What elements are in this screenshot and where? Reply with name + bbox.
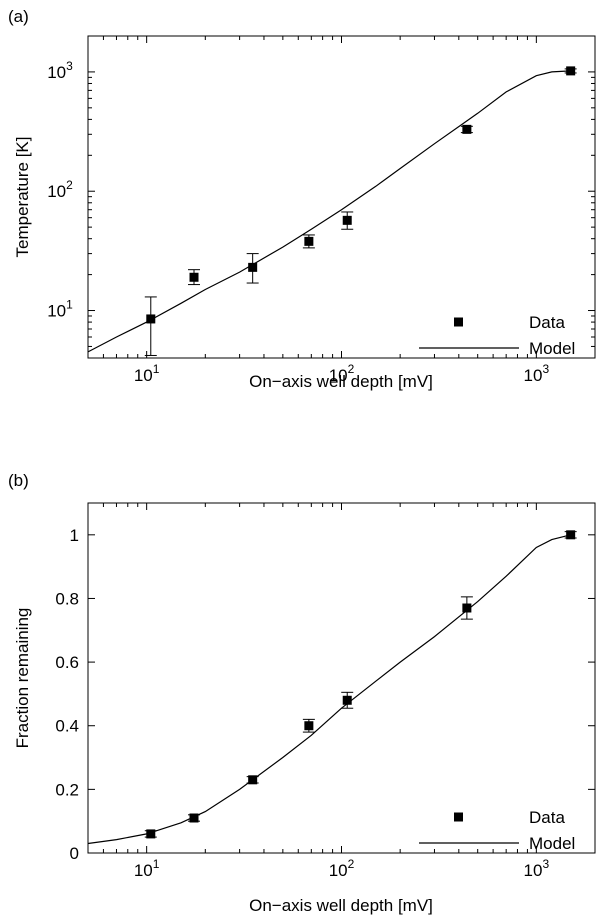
legend-model-label: Model (529, 339, 575, 358)
data-point (462, 603, 472, 613)
x-tick-label: 101 (134, 362, 160, 385)
y-tick-label: 0.4 (55, 717, 79, 736)
y-tick-label: 101 (47, 298, 73, 321)
data-point (189, 272, 199, 282)
model-curve (87, 70, 571, 353)
data-points (144, 530, 577, 839)
plot-frame (87, 502, 596, 854)
data-point (304, 721, 314, 731)
data-point (248, 262, 258, 272)
x-axis-label: On−axis well depth [mV] (249, 896, 433, 915)
ticks: 101 102 103 101 102 103 (47, 35, 596, 385)
data-point (566, 66, 576, 76)
plot-frame (87, 35, 596, 359)
y-tick-label: 0 (70, 844, 79, 863)
ticks: 101 102 103 0 0.2 0.4 0.6 0.8 1 (55, 503, 596, 880)
y-axis-label: Temperature [K] (13, 137, 32, 258)
legend-data-label: Data (529, 313, 565, 332)
data-point (146, 829, 156, 839)
data-point (146, 314, 156, 324)
legend: Data Model (419, 808, 575, 853)
data-point (248, 775, 258, 785)
legend: Data Model (419, 313, 575, 358)
data-point (189, 813, 199, 823)
y-tick-label: 0.6 (55, 653, 79, 672)
model-curve (87, 534, 571, 845)
legend-model-label: Model (529, 834, 575, 853)
y-tick-label: 0.8 (55, 589, 79, 608)
y-tick-label: 1 (70, 526, 79, 545)
legend-data-marker (454, 317, 463, 327)
x-tick-label: 102 (329, 857, 355, 880)
x-tick-label: 103 (524, 362, 550, 385)
x-tick-label: 102 (329, 362, 355, 385)
x-tick-label: 103 (524, 857, 550, 880)
data-point (342, 695, 352, 705)
data-point (566, 530, 576, 540)
panel-a: (a) 101 102 103 101 102 103 Data Model On−axis… (8, 7, 596, 391)
data-point (342, 215, 352, 225)
legend-data-label: Data (529, 808, 565, 827)
model-line (87, 534, 571, 845)
x-tick-label: 101 (134, 857, 160, 880)
panel-label: (b) (8, 471, 29, 490)
legend-data-marker (454, 812, 463, 822)
data-point (462, 124, 472, 134)
x-axis-label: On−axis well depth [mV] (249, 372, 433, 391)
y-tick-label: 102 (47, 178, 73, 201)
y-axis-label: Fraction remaining (13, 608, 32, 749)
model-line (87, 70, 571, 353)
panel-label: (a) (8, 7, 29, 26)
panel-b: (b) 101 102 103 0 0.2 0.4 0.6 0.8 1 Data Model On… (8, 471, 596, 915)
y-tick-label: 103 (47, 59, 73, 82)
y-tick-label: 0.2 (55, 780, 79, 799)
data-point (304, 236, 314, 246)
data-points (144, 66, 577, 356)
